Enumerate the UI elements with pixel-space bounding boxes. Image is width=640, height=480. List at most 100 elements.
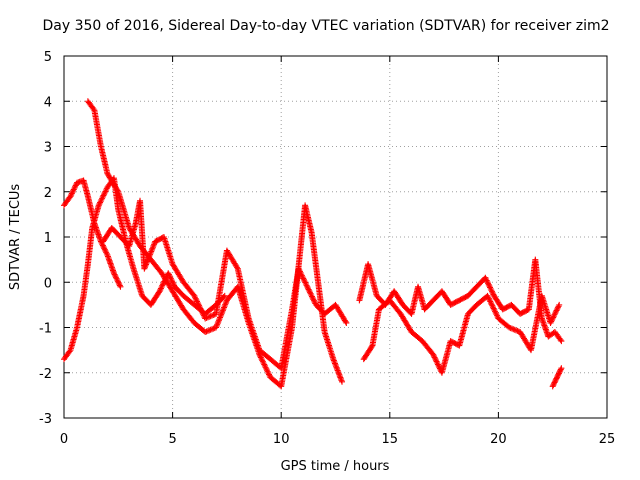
plus-marker [68, 191, 75, 198]
plus-marker [196, 304, 203, 311]
plus-marker [101, 245, 108, 252]
x-tick-label: 25 [599, 432, 616, 447]
plus-marker [150, 242, 157, 249]
plus-marker [141, 265, 148, 272]
plus-marker [548, 318, 555, 325]
plus-marker [70, 187, 77, 194]
plus-marker [194, 299, 201, 306]
y-tick-label: 3 [44, 141, 52, 156]
plus-marker [485, 295, 492, 302]
plus-marker [507, 325, 514, 332]
plus-marker [145, 254, 152, 261]
plus-marker [302, 280, 309, 287]
plus-marker [170, 281, 177, 288]
plus-marker [143, 259, 150, 266]
y-tick-label: 2 [44, 186, 52, 201]
plus-marker [553, 307, 560, 314]
plus-marker [514, 327, 521, 334]
plus-marker [301, 278, 308, 285]
plus-marker [167, 275, 174, 282]
plus-marker [214, 320, 221, 327]
plus-marker [103, 250, 110, 257]
plus-marker [550, 314, 557, 321]
plus-marker [431, 354, 438, 361]
plus-marker [68, 190, 75, 197]
plus-marker [110, 270, 117, 277]
y-tick-label: 0 [44, 276, 52, 291]
plus-marker [549, 383, 556, 390]
plus-marker [491, 306, 498, 313]
plus-marker [116, 282, 123, 289]
plus-marker [99, 193, 106, 200]
plus-marker [102, 248, 109, 255]
plus-marker [71, 185, 78, 192]
plus-marker [141, 264, 148, 271]
plus-marker [487, 299, 494, 306]
plus-marker [558, 365, 565, 372]
plus-marker [304, 283, 311, 290]
plus-marker [67, 193, 74, 200]
plus-marker [506, 324, 513, 331]
series-track-7 [549, 365, 565, 390]
data-points [61, 98, 565, 390]
plus-marker [306, 289, 313, 296]
plus-marker [191, 292, 198, 299]
plus-marker [432, 355, 439, 362]
plus-marker [483, 277, 490, 284]
y-tick-label: 4 [44, 95, 52, 110]
plus-marker [145, 255, 152, 262]
plus-marker [553, 375, 560, 382]
x-tick-label: 0 [60, 432, 68, 447]
plus-marker [342, 318, 349, 325]
plus-marker [433, 358, 440, 365]
plus-marker [487, 284, 494, 291]
plus-marker [307, 290, 314, 297]
plus-marker [206, 313, 213, 320]
plus-marker [99, 241, 106, 248]
plus-marker [213, 323, 220, 330]
plus-marker [100, 243, 107, 250]
plus-marker [198, 306, 205, 313]
plus-marker [194, 298, 201, 305]
plus-marker [264, 368, 271, 375]
plus-marker [192, 295, 199, 302]
plus-marker [300, 275, 307, 282]
plus-marker [487, 285, 494, 292]
plus-marker [112, 274, 119, 281]
plus-marker [158, 284, 165, 291]
series-track-5 [356, 256, 565, 345]
plus-marker [116, 281, 123, 288]
plus-marker [483, 276, 490, 283]
plus-marker [261, 361, 268, 368]
plus-marker [214, 321, 221, 328]
plus-marker [297, 269, 304, 276]
chart-title: Day 350 of 2016, Sidereal Day-to-day VTE… [43, 18, 610, 34]
plus-marker [114, 276, 121, 283]
plus-marker [217, 314, 224, 321]
plus-marker [197, 305, 204, 312]
plus-marker [549, 315, 556, 322]
plus-marker [547, 319, 554, 326]
x-tick-label: 20 [490, 432, 507, 447]
y-tick-label: 1 [44, 231, 52, 246]
plus-marker [308, 293, 315, 300]
plus-marker [265, 371, 272, 378]
plus-marker [299, 274, 306, 281]
plus-marker [70, 186, 77, 193]
plus-marker [111, 271, 118, 278]
plus-marker [482, 274, 489, 281]
plus-marker [117, 283, 124, 290]
plus-marker [100, 192, 107, 199]
plus-marker [295, 265, 302, 272]
plus-marker [147, 251, 154, 258]
plus-marker [157, 286, 164, 293]
plus-marker [300, 276, 307, 283]
plus-marker [508, 325, 515, 332]
y-axis-label: SDTVAR / TECUs [8, 184, 23, 291]
plus-marker [555, 370, 562, 377]
plus-marker [220, 305, 227, 312]
plus-marker [263, 367, 270, 374]
plus-marker [261, 362, 268, 369]
plus-marker [305, 286, 312, 293]
